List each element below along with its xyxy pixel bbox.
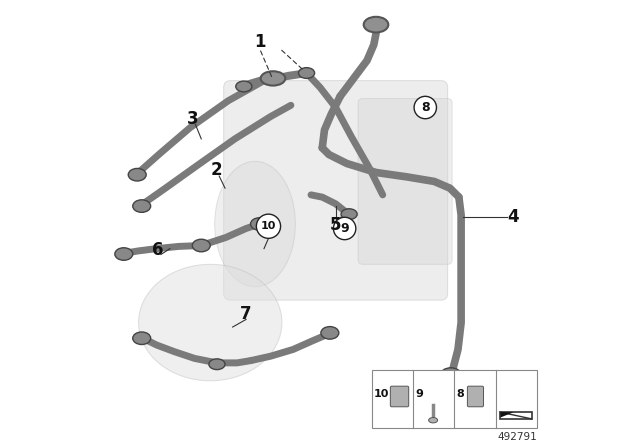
Ellipse shape xyxy=(260,71,285,86)
FancyBboxPatch shape xyxy=(390,386,409,407)
Ellipse shape xyxy=(250,218,269,230)
Text: 9: 9 xyxy=(340,222,349,235)
Text: 5: 5 xyxy=(330,216,341,234)
Ellipse shape xyxy=(115,248,132,260)
Polygon shape xyxy=(500,412,514,418)
Text: 1: 1 xyxy=(254,33,265,51)
Text: 7: 7 xyxy=(240,305,252,323)
Circle shape xyxy=(257,214,280,238)
Ellipse shape xyxy=(341,209,357,220)
Text: 4: 4 xyxy=(507,208,518,226)
FancyBboxPatch shape xyxy=(371,370,538,428)
Ellipse shape xyxy=(132,332,150,345)
FancyBboxPatch shape xyxy=(358,99,452,264)
Text: 8: 8 xyxy=(421,101,429,114)
Ellipse shape xyxy=(441,368,461,380)
Text: 8: 8 xyxy=(457,389,465,399)
FancyBboxPatch shape xyxy=(467,386,484,407)
Text: 492791: 492791 xyxy=(497,432,538,442)
Ellipse shape xyxy=(298,68,315,78)
Circle shape xyxy=(333,217,356,240)
Ellipse shape xyxy=(132,200,150,212)
Text: 3: 3 xyxy=(186,110,198,128)
Text: 6: 6 xyxy=(152,241,164,259)
Ellipse shape xyxy=(236,81,252,92)
Ellipse shape xyxy=(215,161,296,287)
Ellipse shape xyxy=(128,168,146,181)
Text: 9: 9 xyxy=(415,389,423,399)
Ellipse shape xyxy=(429,418,438,423)
Text: 10: 10 xyxy=(260,221,276,231)
Text: 2: 2 xyxy=(211,161,222,179)
Ellipse shape xyxy=(364,17,388,33)
Ellipse shape xyxy=(139,264,282,381)
Polygon shape xyxy=(500,412,532,419)
Ellipse shape xyxy=(193,239,211,252)
FancyBboxPatch shape xyxy=(224,81,448,300)
Ellipse shape xyxy=(209,359,225,370)
Circle shape xyxy=(414,96,436,119)
Text: 10: 10 xyxy=(374,389,389,399)
Ellipse shape xyxy=(321,327,339,339)
